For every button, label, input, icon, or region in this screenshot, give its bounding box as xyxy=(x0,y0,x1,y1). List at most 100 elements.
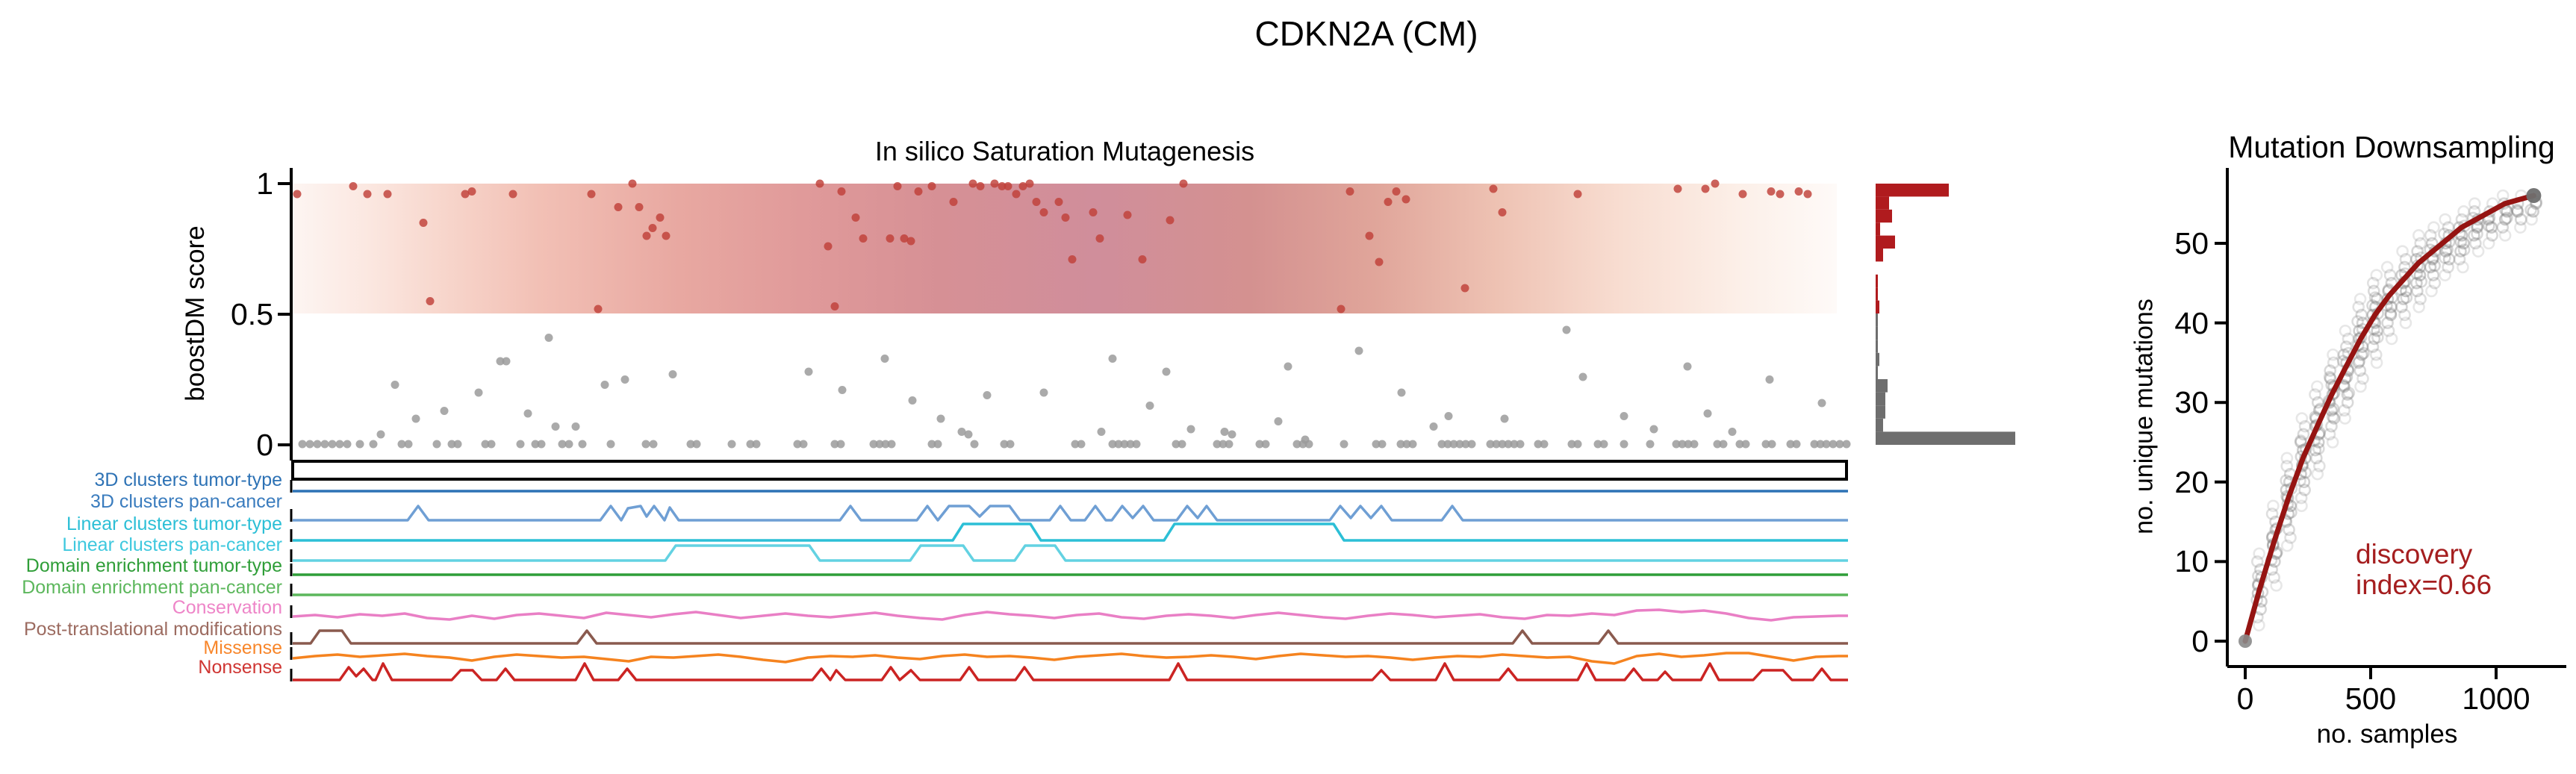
passenger-mutation-dot xyxy=(1842,440,1851,449)
passenger-mutation-dot xyxy=(1817,399,1826,408)
driver-mutation-dot xyxy=(851,213,860,222)
downsampling-run-ring xyxy=(2311,396,2324,409)
downsampling-run-ring xyxy=(2371,324,2383,337)
passenger-mutation-dot xyxy=(432,440,441,449)
downsampling-y-tick-label: 10 xyxy=(2174,544,2209,579)
feature-track-label: 3D clusters tumor-type xyxy=(94,469,282,490)
passenger-mutation-dot xyxy=(881,440,890,449)
passenger-mutation-dot xyxy=(1261,440,1270,449)
driver-mutation-dot xyxy=(1025,179,1034,188)
passenger-mutation-dot xyxy=(1646,440,1655,449)
downsampling-run-ring xyxy=(2468,229,2480,242)
downsampling-run-ring xyxy=(2471,228,2483,240)
passenger-mutation-dot xyxy=(313,440,322,449)
passenger-mutation-dot xyxy=(1172,440,1180,449)
downsampling-run-ring xyxy=(2309,388,2321,401)
passenger-mutation-dot xyxy=(1690,440,1699,449)
score-histogram-bar-low xyxy=(1876,431,2015,445)
driver-mutation-dot xyxy=(508,190,517,199)
driver-mutation-dot xyxy=(635,203,644,211)
downsampling-run-ring xyxy=(2424,229,2437,242)
downsampling-y-tick-label: 40 xyxy=(2174,305,2209,340)
driver-mutation-dot xyxy=(1138,255,1147,263)
downsampling-run-ring xyxy=(2342,387,2356,399)
downsampling-run-ring xyxy=(2327,348,2339,361)
passenger-mutation-dot xyxy=(558,440,567,449)
downsampling-run-ring xyxy=(2398,260,2411,274)
passenger-mutation-dot xyxy=(1829,440,1838,449)
passenger-mutation-dot xyxy=(1562,325,1571,334)
downsampling-run-ring xyxy=(2312,436,2325,449)
downsampling-run-ring xyxy=(2338,380,2351,393)
passenger-mutation-dot xyxy=(1449,440,1458,449)
passenger-mutation-dot xyxy=(1301,435,1310,444)
passenger-mutation-dot xyxy=(668,370,677,378)
passenger-mutation-dot xyxy=(1077,440,1086,449)
driver-mutation-dot xyxy=(886,234,895,243)
passenger-mutation-dot xyxy=(887,440,896,449)
downsampling-run-ring xyxy=(2366,299,2379,312)
downsampling-run-ring xyxy=(2510,204,2524,216)
passenger-mutation-dot xyxy=(869,440,878,449)
downsampling-run-ring xyxy=(2496,221,2510,234)
downsampling-run-ring xyxy=(2366,276,2380,290)
downsampling-run-ring xyxy=(2369,348,2383,361)
downsampling-run-ring xyxy=(2399,316,2412,329)
passenger-mutation-dot xyxy=(1672,440,1681,449)
passenger-mutation-dot xyxy=(1039,388,1048,397)
passenger-mutation-dot xyxy=(1765,375,1774,384)
downsampling-run-ring xyxy=(2312,442,2325,455)
passenger-mutation-dot xyxy=(908,396,917,405)
feature-track-line xyxy=(292,652,1848,665)
downsampling-run-ring xyxy=(2353,355,2366,368)
passenger-mutation-dot xyxy=(692,440,701,449)
driver-mutation-dot xyxy=(837,187,846,196)
passenger-mutation-dot xyxy=(531,440,540,449)
passenger-mutation-dot xyxy=(1225,440,1233,449)
score-histogram-bar-high xyxy=(1876,287,1878,301)
score-histogram-bar-low xyxy=(1876,352,1879,366)
passenger-mutation-dot xyxy=(404,440,413,449)
feature-track-label: Linear clusters pan-cancer xyxy=(62,534,282,555)
downsampling-run-ring xyxy=(2354,380,2367,393)
downsampling-run-ring xyxy=(2383,269,2397,281)
passenger-mutation-dot xyxy=(1810,440,1819,449)
discovery-index-annotation: discovery index=0.66 xyxy=(2356,539,2492,600)
passenger-mutation-dot xyxy=(1220,428,1229,436)
passenger-mutation-dot xyxy=(936,414,945,423)
passenger-mutation-dot xyxy=(447,440,456,449)
driver-mutation-dot xyxy=(1039,208,1048,216)
downsampling-run-ring xyxy=(2297,475,2311,489)
driver-mutation-dot xyxy=(859,234,868,243)
feature-track-line xyxy=(293,544,1848,562)
score-histogram-bar-low xyxy=(1876,379,1888,393)
passenger-mutation-dot xyxy=(752,440,761,449)
driver-mutation-dot xyxy=(614,203,623,211)
driver-mutation-dot xyxy=(349,182,358,190)
downsampling-run-ring xyxy=(2280,460,2294,472)
downsampling-run-ring xyxy=(2471,221,2483,234)
score-histogram-bar-high xyxy=(1876,249,1883,262)
downsampling-run-ring xyxy=(2352,356,2365,369)
downsampling-run-ring xyxy=(2439,245,2452,258)
downsampling-run-ring xyxy=(2370,269,2383,281)
driver-mutation-dot xyxy=(1337,305,1345,313)
score-histogram-bar-high xyxy=(1876,196,1889,210)
passenger-mutation-dot xyxy=(1540,440,1549,449)
driver-mutation-dot xyxy=(830,302,839,310)
passenger-mutation-dot xyxy=(537,440,546,449)
downsampling-run-ring xyxy=(2283,523,2295,537)
downsampling-run-ring xyxy=(2414,293,2427,305)
driver-mutation-dot xyxy=(1498,208,1507,216)
downsampling-run-ring xyxy=(2527,205,2539,218)
downsampling-run-ring xyxy=(2411,245,2424,258)
passenger-mutation-dot xyxy=(328,440,337,449)
downsampling-run-ring xyxy=(2453,253,2466,266)
passenger-mutation-dot xyxy=(564,440,573,449)
downsampling-run-ring xyxy=(2324,372,2337,385)
downsampling-run-ring xyxy=(2280,452,2294,465)
downsampling-x-axis-label: no. samples xyxy=(2316,720,2458,749)
passenger-mutation-dot xyxy=(1792,440,1801,449)
driver-mutation-dot xyxy=(1794,187,1803,196)
driver-mutation-dot xyxy=(467,187,476,196)
